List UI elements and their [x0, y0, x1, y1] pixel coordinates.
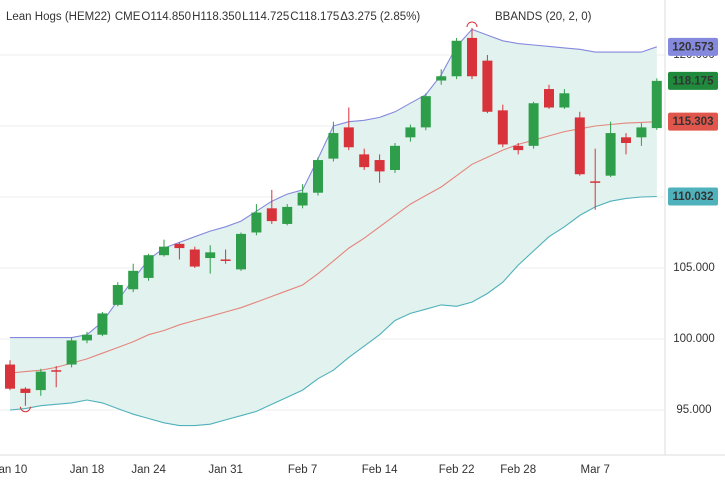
candle-body	[51, 370, 62, 372]
exchange-label: CME	[115, 11, 141, 23]
y-tick-label: 95.000	[676, 404, 711, 416]
candle-body	[236, 233, 246, 270]
instrument-title: Lean Hogs (HEM22)	[6, 11, 111, 23]
middle-band-badge-bg	[668, 112, 718, 131]
x-tick-label: Feb 7	[288, 464, 317, 476]
candle-body	[251, 212, 262, 233]
x-tick-label: Jan 31	[208, 464, 243, 476]
ohlc-value: 114.725	[249, 11, 290, 23]
candle-body	[590, 181, 601, 183]
candle-body	[467, 37, 477, 77]
candle-body	[282, 206, 293, 224]
candle-body	[328, 133, 339, 159]
candle-body	[112, 285, 123, 305]
indicator-label: BBANDS (20, 2, 0)	[495, 11, 592, 23]
candle-body	[420, 96, 431, 128]
candle-body	[559, 93, 570, 108]
candle-body	[436, 76, 447, 81]
band-fill	[10, 29, 657, 426]
x-tick-label: Jan 18	[70, 464, 105, 476]
lower-band-badge: 110.032	[673, 191, 714, 203]
upper-band-badge-bg	[668, 37, 718, 56]
band-lower-line	[9, 195, 657, 427]
candle-body	[66, 340, 77, 365]
close-badge-bg	[668, 71, 718, 90]
candle-body	[205, 252, 216, 259]
x-tick-label: Jan 10	[0, 464, 27, 476]
high-marker	[466, 21, 478, 28]
candle-body	[482, 60, 493, 112]
candle-body	[651, 80, 662, 129]
candle-body	[159, 246, 169, 256]
x-tick-label: Feb 22	[439, 464, 475, 476]
candle-body	[174, 243, 185, 249]
middle-band-badge: 115.303	[673, 116, 714, 128]
candle-body	[513, 145, 524, 151]
candle-body	[405, 127, 416, 138]
x-tick-label: Jan 24	[131, 464, 166, 476]
x-tick-label: Mar 7	[580, 464, 609, 476]
candle-body	[313, 160, 323, 193]
candle-body	[35, 371, 46, 391]
candle-body	[128, 270, 139, 290]
candle-body	[97, 313, 108, 335]
candle-body	[143, 255, 154, 278]
lower-band-badge-bg	[668, 187, 718, 206]
low-marker	[19, 406, 31, 413]
candle-body	[343, 127, 354, 148]
candle-body	[636, 127, 647, 138]
candle-body	[5, 364, 15, 389]
x-tick-label: Feb 28	[500, 464, 536, 476]
ohlc-key: H	[192, 11, 200, 23]
candle-body	[574, 117, 585, 175]
candle-body	[497, 110, 508, 145]
change-label: Δ3.275 (2.85%)	[340, 11, 420, 23]
y-tick-label: 100.000	[673, 333, 715, 345]
candle-body	[374, 160, 385, 172]
band-middle-line	[9, 121, 657, 374]
close-badge: 118.175	[673, 75, 715, 87]
ohlc-value: 118.175	[299, 11, 340, 23]
upper-band-badge: 120.573	[672, 41, 714, 53]
candle-body	[297, 192, 308, 206]
ohlc-key: C	[290, 11, 298, 23]
candle-body	[390, 145, 400, 170]
candle-body	[20, 388, 31, 393]
x-tick-label: Feb 14	[362, 464, 398, 476]
candle-body	[189, 249, 200, 267]
candle-body	[621, 137, 631, 144]
ohlc-key: L	[242, 11, 249, 23]
candle-body	[544, 89, 554, 108]
candle-body	[359, 154, 370, 168]
candle-body	[82, 334, 92, 341]
ohlc-key: O	[141, 11, 150, 23]
ohlc-value: 118.350	[200, 11, 241, 23]
y-tick-label: 105.000	[673, 262, 715, 274]
candle-body	[220, 259, 231, 261]
candle-body	[605, 133, 616, 176]
overlay: 95.000100.000105.000110.000115.000120.00…	[6, 11, 718, 416]
candle-body	[266, 208, 277, 222]
candle-body	[451, 40, 462, 77]
ohlc-value: 114.850	[150, 11, 191, 23]
candle-body	[528, 103, 539, 146]
